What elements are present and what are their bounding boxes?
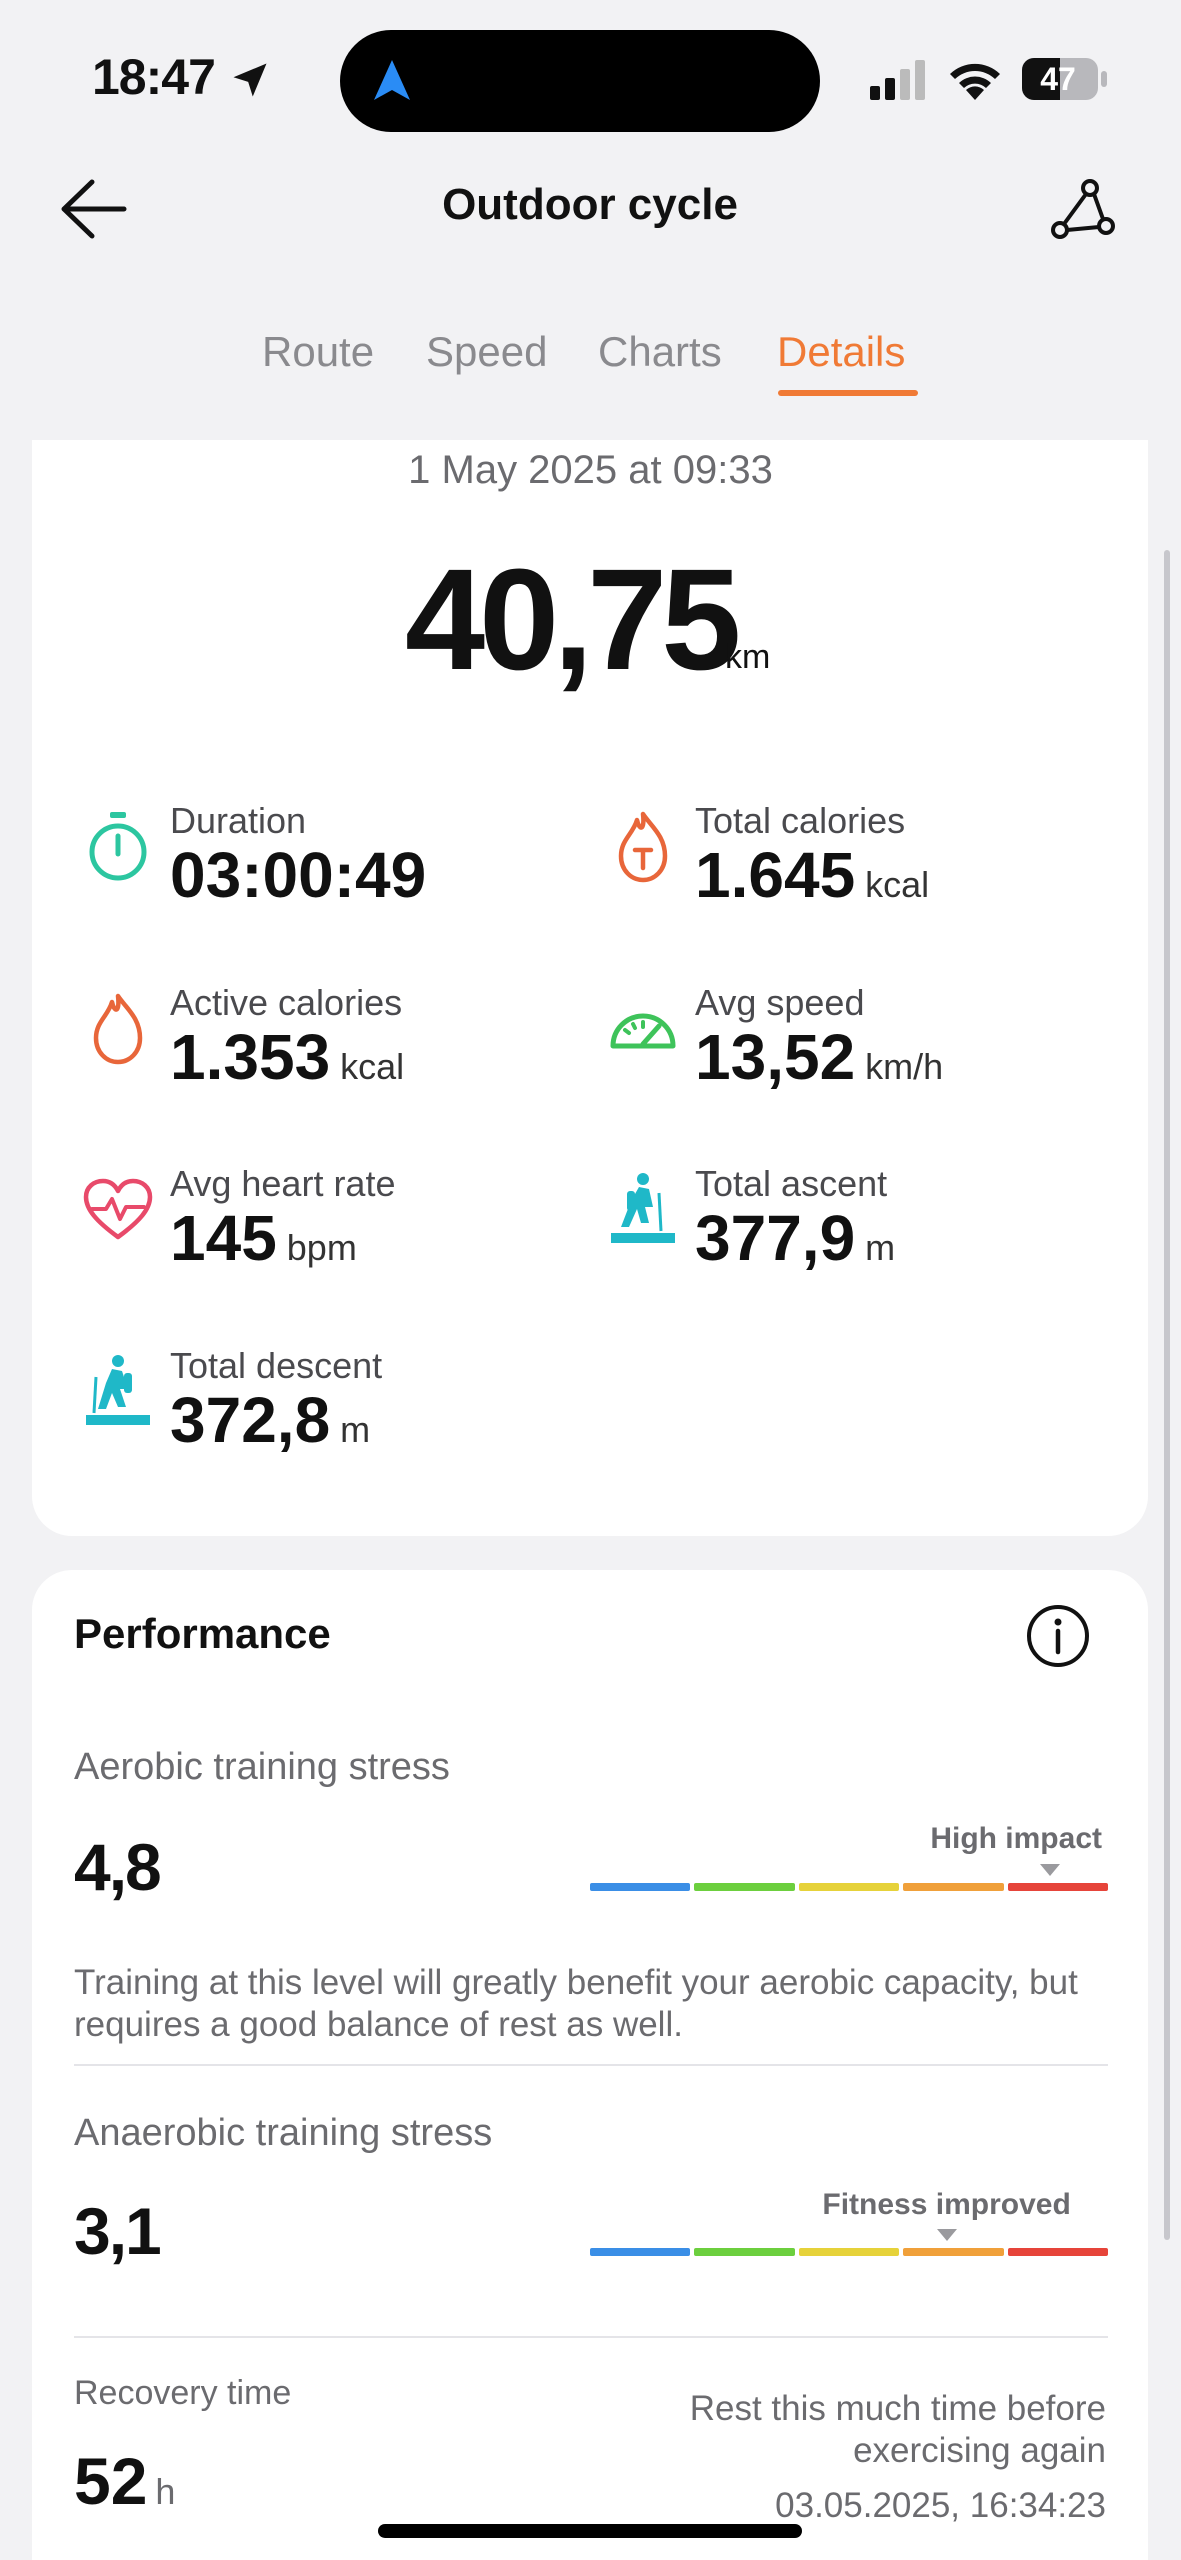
stat-value: 372,8 m: [170, 1384, 371, 1456]
scale-segment: [798, 2248, 900, 2256]
active-tab-indicator: [778, 390, 918, 396]
recovery-note: Rest this much time before exercising ag…: [689, 2389, 1106, 2470]
scale-segment: [903, 2248, 1004, 2256]
workout-date: 1 May 2025 at 09:33: [408, 448, 773, 492]
stat-label: Duration: [170, 800, 307, 841]
scale-segment: [590, 1883, 691, 1891]
scale-segment: [590, 2248, 691, 2256]
stat-value: 03:00:49: [170, 839, 427, 911]
aerobic-value: 4,8: [74, 1830, 162, 1904]
scale-segment: [694, 1883, 795, 1891]
home-indicator[interactable]: [378, 2524, 802, 2538]
status-bar: 18:47 47: [0, 0, 1181, 150]
performance-title: Performance: [74, 1610, 331, 1657]
wifi-icon: [950, 63, 1000, 100]
anaerobic-label: Anaerobic training stress: [74, 2112, 493, 2154]
scale-segment: [903, 1883, 1004, 1891]
flame-t-icon: [618, 811, 668, 883]
speedometer-icon: [610, 1013, 676, 1049]
stat-avg-heart-rate: Avg heart rate 145 bpm: [82, 1163, 542, 1293]
stat-avg-speed: Avg speed 13,52 km/h: [607, 982, 1067, 1112]
stat-total-descent: Total descent 372,8 m: [82, 1345, 542, 1475]
stat-label: Avg speed: [695, 982, 865, 1023]
info-icon[interactable]: [1026, 1604, 1090, 1668]
distance-value: 40,75: [405, 539, 741, 700]
stat-label: Total descent: [170, 1345, 383, 1386]
tab-route[interactable]: Route: [262, 328, 375, 375]
cellular-signal-icon: [870, 60, 925, 100]
scale-segment: [694, 2248, 795, 2256]
hiker-descent-icon: [86, 1355, 150, 1425]
anaerobic-scale-bar: [590, 2248, 1109, 2256]
battery-icon: [1022, 58, 1107, 100]
stat-value: 377,9 m: [695, 1202, 896, 1274]
stat-total-calories: Total calories 1.645 kcal: [607, 800, 1067, 930]
scale-segment: [1007, 2248, 1109, 2256]
stopwatch-icon: [89, 812, 147, 881]
aerobic-level-pointer: [1040, 1864, 1061, 1876]
stat-label: Avg heart rate: [170, 1163, 396, 1204]
stat-value: 1.353 kcal: [170, 1021, 405, 1093]
stat-value: 145 bpm: [170, 1202, 357, 1274]
dynamic-island: [340, 30, 820, 132]
location-arrow-icon: [233, 63, 267, 97]
route-share-icon[interactable]: [1048, 176, 1116, 244]
stat-total-ascent: Total ascent 377,9 m: [607, 1163, 1067, 1293]
stat-label: Total calories: [695, 800, 906, 841]
recovery-timestamp: 03.05.2025, 16:34:23: [775, 2486, 1106, 2525]
aerobic-description: Training at this level will greatly bene…: [74, 1963, 1078, 2044]
stat-active-calories: Active calories 1.353 kcal: [82, 982, 542, 1112]
heart-rate-icon: [83, 1178, 153, 1240]
page-title: Outdoor cycle: [442, 180, 738, 229]
stat-value: 1.645 kcal: [695, 839, 930, 911]
stat-label: Active calories: [170, 982, 403, 1023]
scale-segment: [798, 1883, 900, 1891]
anaerobic-level-pointer: [936, 2229, 957, 2241]
tab-bar: Route Speed Charts Details: [0, 328, 1181, 398]
flame-icon: [93, 993, 143, 1065]
status-time: 18:47: [92, 49, 216, 105]
stat-value: 13,52 km/h: [695, 1021, 944, 1093]
scale-segment: [1007, 1883, 1109, 1891]
back-arrow-icon[interactable]: [58, 176, 130, 242]
recovery-value: 52 h: [74, 2444, 176, 2518]
recovery-label: Recovery time: [74, 2374, 292, 2412]
anaerobic-value: 3,1: [74, 2194, 162, 2268]
tab-charts[interactable]: Charts: [598, 328, 722, 375]
divider: [74, 2336, 1108, 2338]
distance-unit: km: [725, 638, 771, 676]
anaerobic-level-label: Fitness improved: [822, 2188, 1071, 2221]
divider: [74, 2064, 1108, 2066]
tab-details[interactable]: Details: [777, 328, 906, 375]
summary-card: [32, 440, 1148, 1536]
hiker-ascent-icon: [611, 1173, 675, 1243]
navigation-icon: [374, 60, 410, 100]
aerobic-label: Aerobic training stress: [74, 1746, 450, 1788]
stat-duration: Duration 03:00:49: [82, 800, 542, 930]
battery-level: 47: [1040, 61, 1076, 97]
stat-label: Total ascent: [695, 1163, 888, 1204]
aerobic-level-label: High impact: [930, 1822, 1102, 1855]
aerobic-scale-bar: [590, 1883, 1109, 1891]
tab-speed[interactable]: Speed: [426, 328, 548, 375]
scroll-indicator[interactable]: [1164, 550, 1170, 2240]
